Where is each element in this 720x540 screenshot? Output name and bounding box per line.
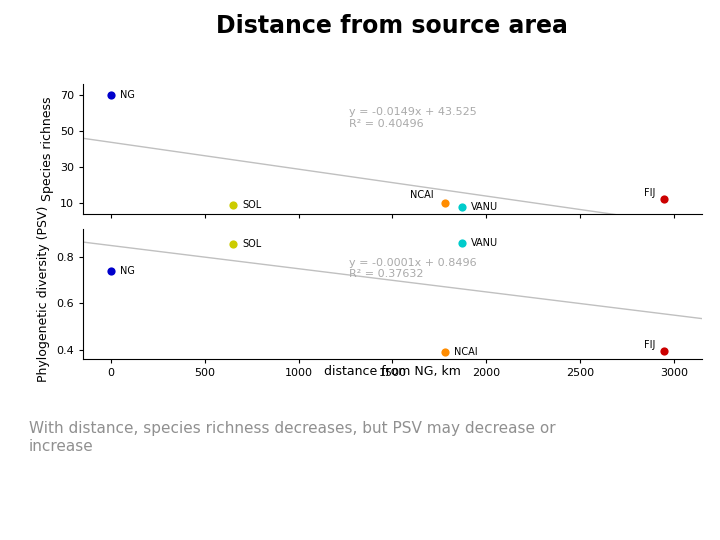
Text: NG: NG	[120, 266, 135, 276]
Text: FIJ: FIJ	[644, 340, 655, 350]
Point	[456, 203, 467, 212]
Text: NCAI: NCAI	[410, 190, 433, 200]
Text: y = -0.0149x + 43.525
R² = 0.40496: y = -0.0149x + 43.525 R² = 0.40496	[349, 107, 477, 129]
Text: y = -0.0001x + 0.8496
R² = 0.37632: y = -0.0001x + 0.8496 R² = 0.37632	[349, 258, 477, 279]
Text: VANU: VANU	[471, 202, 498, 212]
Point	[227, 240, 238, 248]
Text: SOL: SOL	[243, 200, 261, 210]
Text: Distance from source area: Distance from source area	[217, 14, 568, 38]
Text: With distance, species richness decreases, but PSV may decrease or
increase: With distance, species richness decrease…	[29, 421, 555, 454]
Point	[439, 348, 451, 356]
Text: SOL: SOL	[243, 239, 261, 249]
Text: VANU: VANU	[471, 238, 498, 248]
Point	[659, 347, 670, 355]
Point	[227, 200, 238, 209]
Point	[456, 239, 467, 247]
Point	[439, 199, 451, 207]
Point	[105, 90, 117, 99]
Text: NG: NG	[120, 90, 135, 99]
Y-axis label: Species richness: Species richness	[41, 97, 54, 201]
Point	[659, 195, 670, 204]
Y-axis label: Phylogenetic diversity (PSV): Phylogenetic diversity (PSV)	[37, 206, 50, 382]
Text: NCAI: NCAI	[454, 347, 478, 357]
Point	[105, 267, 117, 275]
Text: distance from NG, km: distance from NG, km	[324, 365, 461, 379]
Text: FIJ: FIJ	[644, 188, 655, 198]
